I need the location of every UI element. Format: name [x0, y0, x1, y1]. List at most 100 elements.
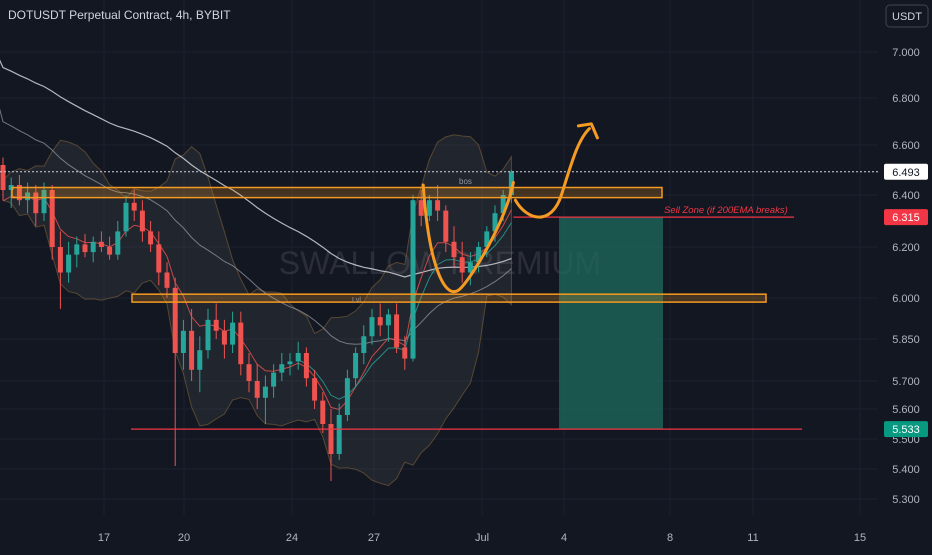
candle-body: [410, 200, 416, 359]
candle: [279, 353, 285, 381]
candle-body: [25, 192, 31, 201]
projection-arrow[interactable]: [513, 127, 591, 219]
candle: [90, 236, 96, 263]
candle: [451, 226, 457, 268]
candle-body: [369, 317, 375, 337]
candle-body: [107, 247, 113, 255]
candle: [16, 175, 22, 206]
candle-body: [476, 247, 482, 263]
candle: [385, 308, 391, 342]
candle-body: [164, 272, 170, 288]
candle-body: [172, 287, 178, 353]
candle: [271, 364, 277, 398]
candle: [41, 182, 47, 221]
candle-body: [246, 364, 252, 381]
candle: [74, 236, 80, 268]
candle-body: [230, 322, 236, 345]
currency-button[interactable]: USDT: [885, 4, 929, 28]
candle: [344, 369, 350, 421]
target-price-tag: [884, 421, 928, 438]
candle-body: [221, 330, 227, 345]
candle: [377, 303, 383, 337]
candle: [131, 190, 137, 221]
candle-body: [0, 165, 6, 190]
candle-body: [213, 319, 219, 331]
candle-body: [33, 192, 39, 214]
support-zone[interactable]: [131, 293, 767, 303]
candle-body: [484, 231, 490, 247]
candle-body: [279, 364, 285, 373]
candle: [156, 231, 162, 286]
candle-body: [66, 254, 72, 273]
x-tick-label: 15: [854, 532, 866, 544]
candle-body: [435, 200, 441, 211]
candle-body: [197, 350, 203, 370]
candle: [394, 303, 400, 353]
candle-body: [238, 322, 244, 365]
candle-body: [385, 314, 391, 326]
candle-body: [443, 210, 449, 242]
candle-body: [156, 244, 162, 273]
y-tick-label: 6.600: [892, 140, 920, 152]
price-axis[interactable]: 7.000 6.800 6.600 6.400 6.200 6.000 5.850 5.700…: [892, 47, 920, 506]
candle: [221, 319, 227, 359]
candle-body: [123, 202, 129, 232]
x-tick-label: 11: [747, 532, 758, 544]
candle: [213, 303, 219, 339]
candle-body: [328, 424, 334, 454]
candle: [312, 369, 318, 409]
candle: [435, 185, 441, 221]
candle: [66, 241, 72, 283]
candle: [33, 185, 39, 227]
candle: [476, 241, 482, 273]
candle-body: [139, 210, 145, 232]
candle-body: [451, 241, 457, 258]
candle: [369, 308, 375, 345]
candle-body: [148, 231, 154, 245]
candle-body: [303, 353, 309, 379]
chart-title: DOTUSDT Perpetual Contract, 4h, BYBIT: [8, 8, 231, 22]
candle: [238, 311, 244, 376]
candle: [205, 308, 211, 359]
x-tick-label: 20: [178, 532, 190, 544]
candle-body: [205, 319, 211, 351]
x-tick-label: Jul: [475, 532, 489, 544]
candle: [303, 347, 309, 387]
candle: [410, 195, 416, 362]
candle-body: [271, 372, 277, 387]
bollinger-band: [2, 134, 512, 487]
candle-body: [500, 195, 506, 214]
candle: [180, 319, 186, 370]
target-box[interactable]: [559, 217, 663, 430]
candle-body: [82, 244, 88, 253]
candle: [402, 336, 408, 370]
candle-body: [336, 415, 342, 454]
y-tick-label: 6.400: [892, 190, 920, 202]
candle: [230, 311, 236, 353]
candle-body: [467, 262, 473, 273]
cup-pattern-drawing[interactable]: [421, 181, 515, 294]
candle: [361, 325, 367, 365]
candle-body: [98, 241, 104, 247]
candle-body: [49, 190, 55, 247]
target-price-tag-text: 5.533: [892, 424, 920, 436]
candle-body: [16, 185, 22, 201]
candle: [82, 234, 88, 258]
candle-body: [320, 400, 326, 424]
candle-body: [262, 386, 268, 398]
price-tags: 6.493 6.315 5.533: [884, 163, 928, 438]
resistance-zone[interactable]: [11, 186, 663, 199]
lvl-label: Lvl: [352, 297, 361, 304]
y-tick-label: 5.400: [892, 464, 920, 476]
candle: [295, 341, 301, 370]
candle: [172, 277, 178, 466]
time-axis[interactable]: 17 20 24 27 Jul 4 8 11 15: [98, 532, 866, 544]
candle-body: [361, 336, 367, 353]
candle: [123, 195, 129, 237]
candle: [320, 392, 326, 433]
plot-area[interactable]: Sell Zone (if 200EMA breaks) bos Lvl: [0, 57, 878, 487]
candle-body: [426, 200, 432, 216]
